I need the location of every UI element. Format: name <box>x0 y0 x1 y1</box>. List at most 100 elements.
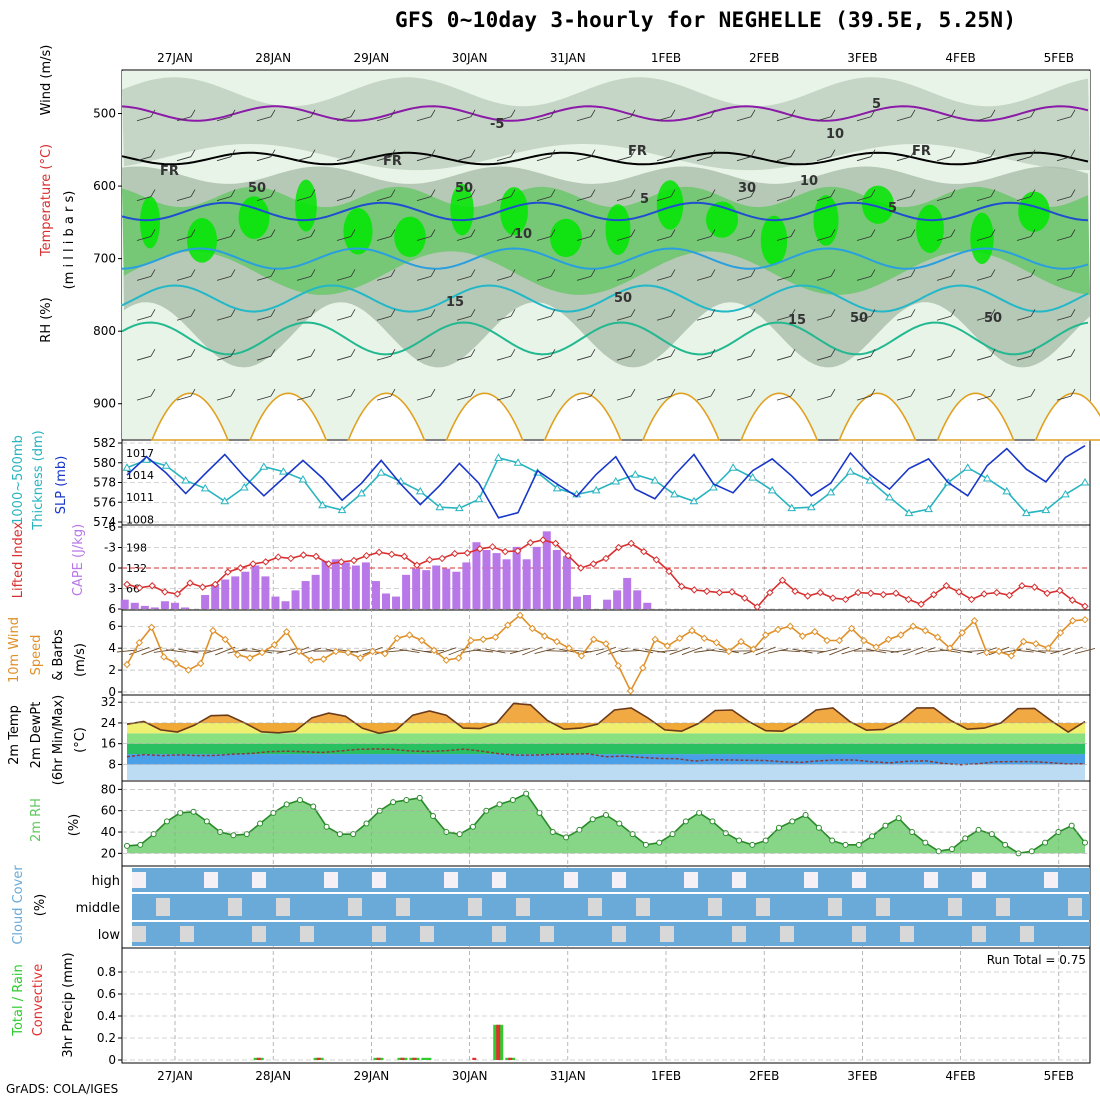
upper-barb-flag <box>1070 229 1076 237</box>
thickness-line-point <box>885 492 894 501</box>
wind-speed-line-point <box>516 611 524 619</box>
cloud-gap <box>180 926 194 942</box>
rh2m-line-point <box>124 842 130 849</box>
upper-barb-flag <box>590 229 596 237</box>
upper-barb-flag <box>270 348 276 357</box>
wind-speed-line-point <box>614 661 622 670</box>
upper-barb-flag <box>150 348 156 357</box>
rh-core-6 <box>450 183 474 236</box>
upper-barb-flag <box>990 309 996 317</box>
wind-speed-line-point <box>221 635 229 644</box>
lifted-index-line-point <box>980 590 988 598</box>
slp-y-tick: 1014 <box>126 469 154 482</box>
x-tick-bottom: 3FEB <box>847 1069 877 1083</box>
upper-barb <box>256 355 272 361</box>
lifted-index-line-point <box>1081 602 1089 610</box>
upper-barb <box>136 276 152 281</box>
upper-barb-flag <box>470 269 476 277</box>
dewpoint-line <box>126 748 1086 766</box>
upper-barb-flag <box>830 348 836 357</box>
upper-barb-flag <box>910 229 916 237</box>
upper-y-tick: 800 <box>93 324 116 338</box>
temp-band-4 <box>127 722 1085 734</box>
lifted-index-line-point <box>740 594 749 602</box>
upper-barb <box>376 156 392 162</box>
cape-bar <box>442 568 451 609</box>
panel-frame-7 <box>121 947 1091 1064</box>
cloud-gap <box>852 926 866 942</box>
rh2m-line-point <box>509 797 516 804</box>
upper-barb-flag <box>230 269 236 277</box>
upper-barb <box>136 196 152 201</box>
upper-barb <box>576 116 592 122</box>
lifted-index-line-point <box>1030 583 1039 591</box>
rh-core-8 <box>550 218 582 258</box>
upper-barb <box>936 196 952 201</box>
isotherm-minus5 <box>121 105 1089 122</box>
x-tick-top: 31JAN <box>550 51 586 65</box>
thickness-line-point <box>298 475 308 483</box>
upper-barb-flag <box>510 348 516 357</box>
upper-barb-flag <box>150 269 156 277</box>
cloud-row-label: high <box>92 874 120 889</box>
rh2m-line-point <box>296 797 303 804</box>
wind-speed-line-point <box>565 644 573 652</box>
upper-barb <box>816 236 832 241</box>
upper-barb-flag <box>630 149 636 157</box>
upper-barb <box>1016 395 1032 401</box>
upper-barb-flag <box>950 109 956 117</box>
upper-barb-flag <box>590 348 596 357</box>
rh2m-line-point <box>948 846 955 853</box>
upper-barb <box>976 276 992 281</box>
rh2m-line-point <box>203 818 210 825</box>
rh2m-line-point <box>842 841 849 848</box>
lifted-index-line-point <box>123 580 131 589</box>
rh2m-line-point <box>829 837 836 844</box>
wind-speed-line-point <box>172 659 180 668</box>
upper-barb <box>1016 355 1032 361</box>
panel-y-label: 2m Temp <box>7 705 22 765</box>
rh2m-line-point <box>1082 839 1088 846</box>
lifted-index-line-point <box>577 564 585 572</box>
upper-barb <box>816 395 832 401</box>
upper-barb-flag <box>430 269 436 277</box>
upper-barb-flag <box>790 149 796 157</box>
wind-speed-line-point <box>1056 629 1065 637</box>
upper-barb-flag <box>950 309 956 317</box>
upper-barb-flag <box>470 189 476 197</box>
wind-speed-line-point <box>897 631 905 639</box>
cloud-gap <box>636 898 650 916</box>
upper-barb <box>416 116 432 122</box>
panel-y-label: 2m RH <box>29 798 44 842</box>
wind10m-barb <box>620 650 641 652</box>
upper-barb-flag <box>270 269 276 277</box>
upper-barb-flag <box>870 189 876 197</box>
lifted-index-line-point <box>249 560 257 568</box>
rh-core-14 <box>862 185 894 224</box>
isotherm-15 <box>121 284 1089 313</box>
upper-barb-flag <box>1030 269 1036 277</box>
upper-barb-flag <box>910 269 916 277</box>
upper-y-tick: 900 <box>93 397 116 411</box>
contour-label: FR <box>383 154 402 169</box>
y-tick-left: 6 <box>108 619 116 633</box>
upper-barb <box>176 355 192 361</box>
upper-barb <box>1016 315 1032 321</box>
cape-bar <box>633 590 642 609</box>
lifted-index-line-point <box>930 590 938 599</box>
upper-barb-flag <box>630 309 636 317</box>
upper-barb-flag <box>270 309 276 317</box>
upper-barb-flag <box>230 149 236 157</box>
upper-barb <box>936 315 952 321</box>
upper-barb-flag <box>390 348 396 357</box>
upper-barb-flag <box>190 309 196 317</box>
contour-label: 5 <box>872 97 881 112</box>
wind-speed-line-point <box>233 651 242 659</box>
rh2m-line-point <box>882 822 889 829</box>
wind-speed-line-point <box>319 655 328 663</box>
contour-label: FR <box>912 144 931 159</box>
upper-y-tick: 600 <box>93 179 116 193</box>
thickness-line-point <box>200 483 210 492</box>
cape-bar <box>623 577 632 609</box>
rh2m-line-point <box>390 799 397 806</box>
